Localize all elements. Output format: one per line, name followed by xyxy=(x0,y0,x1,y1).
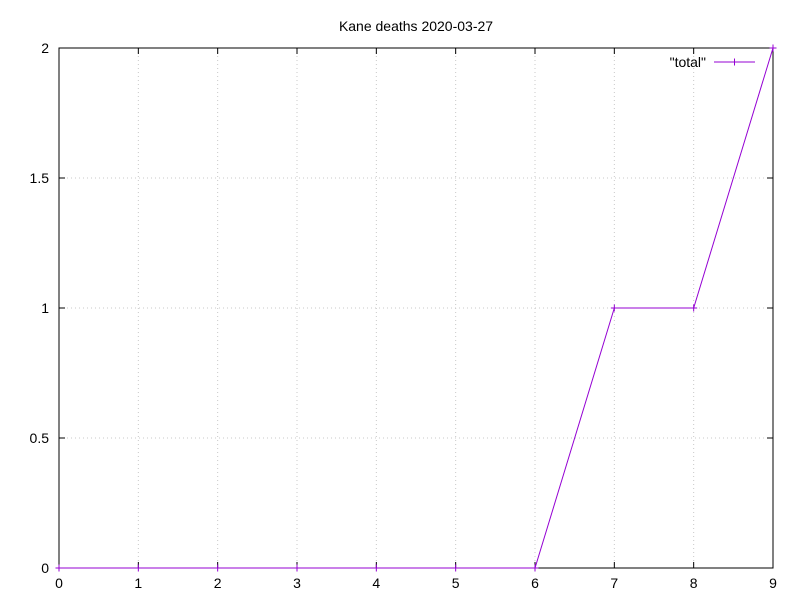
data-point-marker xyxy=(610,304,618,312)
y-tick-label: 0.5 xyxy=(30,430,50,446)
x-tick-label: 0 xyxy=(55,575,63,591)
series-line xyxy=(59,47,774,569)
x-tick-label: 8 xyxy=(690,575,698,591)
y-axis-tick-labels: 0 0.5 1 1.5 2 xyxy=(30,40,50,576)
data-point-marker xyxy=(214,564,222,572)
legend: "total" xyxy=(670,54,755,70)
x-tick-label: 9 xyxy=(769,575,777,591)
legend-label-total: "total" xyxy=(670,54,706,70)
data-point-marker xyxy=(531,564,539,572)
x-tick-label: 6 xyxy=(531,575,539,591)
data-point-marker xyxy=(293,564,301,572)
x-tick-label: 3 xyxy=(293,575,301,591)
x-tick-label: 7 xyxy=(610,575,618,591)
series-total xyxy=(55,44,777,572)
legend-marker-total xyxy=(731,58,738,66)
y-tick-label: 1 xyxy=(41,300,49,316)
data-point-marker xyxy=(452,564,460,572)
data-point-marker xyxy=(690,304,698,312)
x-tick-label: 2 xyxy=(214,575,222,591)
y-tick-label: 0 xyxy=(41,560,49,576)
data-point-marker xyxy=(134,564,142,572)
x-tick-label: 4 xyxy=(372,575,380,591)
x-tick-label: 1 xyxy=(134,575,142,591)
data-point-marker xyxy=(55,564,63,572)
data-point-marker xyxy=(769,44,777,52)
x-tick-label: 5 xyxy=(452,575,460,591)
y-tick-label: 2 xyxy=(41,40,49,56)
y-tick-label: 1.5 xyxy=(30,170,50,186)
chart-title: Kane deaths 2020-03-27 xyxy=(339,18,493,34)
data-point-marker xyxy=(372,564,380,572)
x-axis-tick-labels: 0 1 2 3 4 5 6 7 8 9 xyxy=(55,575,777,591)
